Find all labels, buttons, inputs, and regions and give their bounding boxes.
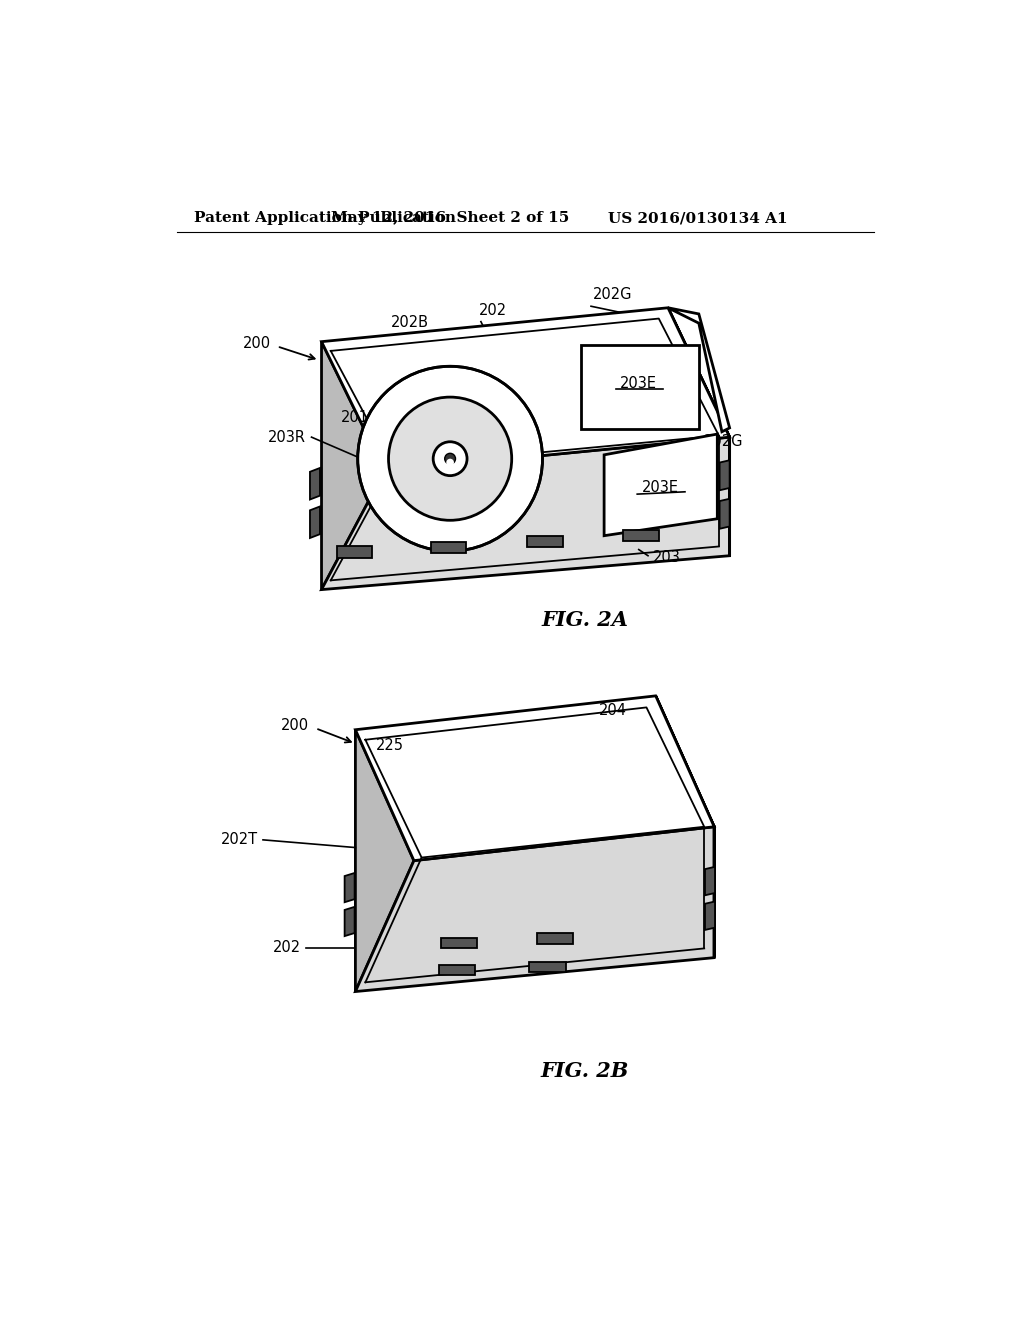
Text: 203E: 203E	[642, 480, 679, 495]
Polygon shape	[527, 536, 562, 548]
Polygon shape	[310, 469, 319, 499]
Text: 202: 202	[478, 302, 507, 318]
Polygon shape	[355, 730, 414, 991]
Text: 200: 200	[243, 335, 270, 351]
Polygon shape	[705, 867, 715, 895]
Polygon shape	[337, 546, 373, 558]
Polygon shape	[322, 308, 730, 471]
Polygon shape	[538, 933, 573, 944]
Text: 203E: 203E	[621, 376, 657, 391]
Polygon shape	[322, 342, 385, 590]
Polygon shape	[438, 965, 475, 975]
Polygon shape	[604, 434, 717, 536]
Text: 202B: 202B	[391, 315, 429, 330]
Polygon shape	[345, 873, 354, 903]
Polygon shape	[624, 529, 658, 541]
Polygon shape	[668, 308, 730, 556]
Circle shape	[388, 397, 512, 520]
Polygon shape	[581, 345, 698, 429]
Text: 203R: 203R	[268, 429, 306, 445]
Text: 204: 204	[599, 704, 627, 718]
Polygon shape	[355, 826, 714, 991]
Polygon shape	[355, 696, 714, 861]
Text: 202G: 202G	[593, 288, 632, 302]
Circle shape	[433, 442, 467, 475]
Polygon shape	[720, 461, 730, 490]
Polygon shape	[655, 696, 714, 958]
Polygon shape	[345, 907, 354, 936]
Polygon shape	[705, 902, 715, 929]
Text: 203: 203	[652, 549, 681, 565]
Circle shape	[446, 459, 454, 466]
Text: 202G: 202G	[705, 434, 743, 449]
Polygon shape	[322, 437, 730, 590]
Text: 202: 202	[273, 940, 301, 956]
Text: 202T: 202T	[220, 833, 258, 847]
Circle shape	[357, 367, 543, 552]
Polygon shape	[310, 507, 319, 539]
Polygon shape	[431, 543, 466, 553]
Polygon shape	[720, 499, 730, 529]
Text: FIG. 2A: FIG. 2A	[542, 610, 629, 631]
Polygon shape	[441, 937, 477, 949]
Text: 225: 225	[376, 738, 403, 752]
Circle shape	[444, 453, 456, 465]
Polygon shape	[529, 962, 565, 973]
Text: US 2016/0130134 A1: US 2016/0130134 A1	[608, 211, 787, 226]
Text: May 12, 2016  Sheet 2 of 15: May 12, 2016 Sheet 2 of 15	[331, 211, 569, 226]
Polygon shape	[668, 308, 730, 432]
Text: Patent Application Publication: Patent Application Publication	[194, 211, 456, 226]
Text: FIG. 2B: FIG. 2B	[541, 1061, 629, 1081]
Text: 200: 200	[281, 718, 309, 733]
Text: 201: 201	[341, 409, 370, 425]
